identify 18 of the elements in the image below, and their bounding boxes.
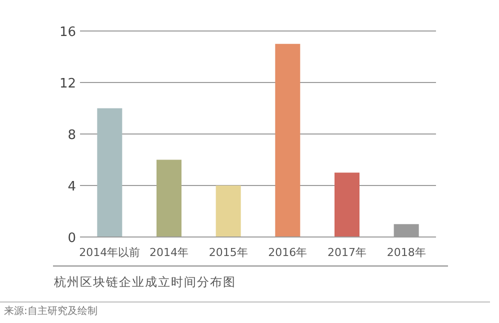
bar	[216, 186, 241, 237]
x-tick-label: 2017年	[328, 246, 366, 259]
y-tick-label: 4	[68, 180, 76, 194]
text: 杭州区块链企业成立时间分布图	[53, 275, 236, 289]
y-tick-label: 0	[68, 231, 76, 246]
bar	[97, 108, 122, 237]
y-tick-label: 12	[59, 76, 76, 92]
y-tick-label: 8	[68, 128, 76, 143]
source-note: 来源:自主研究及绘制	[4, 305, 98, 317]
x-tick-label: 2014年以前	[79, 246, 140, 259]
y-tick-label: 16	[59, 25, 76, 40]
bar	[275, 44, 300, 237]
x-tick-label: 2018年	[386, 246, 426, 259]
x-tick-label: 2014年	[150, 246, 188, 259]
bar	[156, 160, 182, 237]
x-tick-label: 2015年	[208, 246, 248, 259]
x-tick-label: 2016年	[268, 246, 308, 259]
bar	[334, 172, 360, 237]
